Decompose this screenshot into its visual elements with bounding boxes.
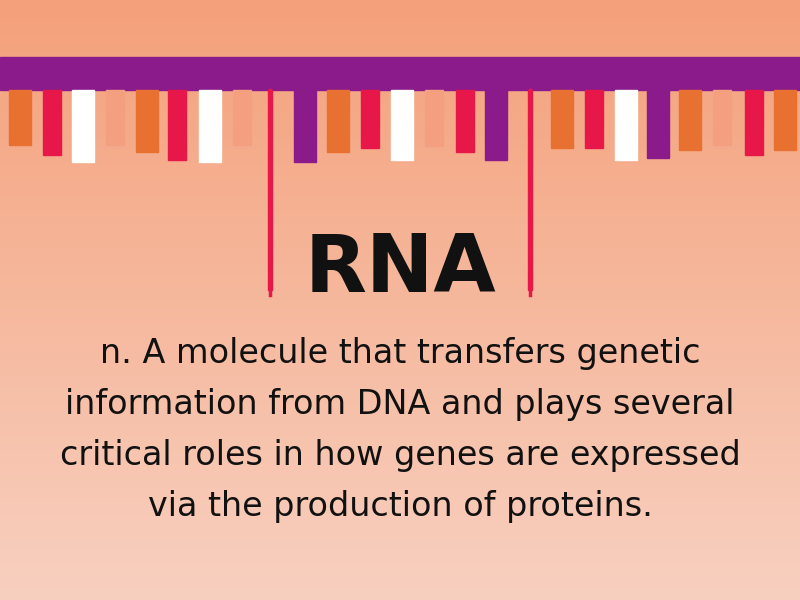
Bar	[456, 90, 474, 152]
Bar	[233, 90, 251, 145]
Bar	[327, 90, 349, 152]
Bar	[745, 90, 763, 155]
Text: RNA: RNA	[304, 231, 496, 309]
Bar	[106, 90, 124, 145]
Bar	[485, 90, 507, 160]
Bar	[268, 90, 272, 290]
Bar	[43, 90, 61, 155]
Bar	[774, 90, 796, 150]
Bar	[72, 90, 94, 162]
Bar	[199, 90, 221, 162]
Bar	[585, 90, 603, 148]
Bar	[425, 90, 443, 146]
Bar	[647, 90, 669, 158]
Bar	[136, 90, 158, 152]
Bar	[713, 90, 731, 145]
Text: n. A molecule that transfers genetic
information from DNA and plays several
crit: n. A molecule that transfers genetic inf…	[60, 337, 740, 523]
Bar	[528, 90, 532, 290]
Bar	[9, 90, 31, 145]
Bar	[551, 90, 573, 148]
Bar	[361, 90, 379, 148]
Bar	[615, 90, 637, 160]
Bar	[391, 90, 413, 160]
Bar	[294, 90, 316, 162]
Bar	[168, 90, 186, 160]
Bar	[0, 57, 800, 90]
Bar	[679, 90, 701, 150]
